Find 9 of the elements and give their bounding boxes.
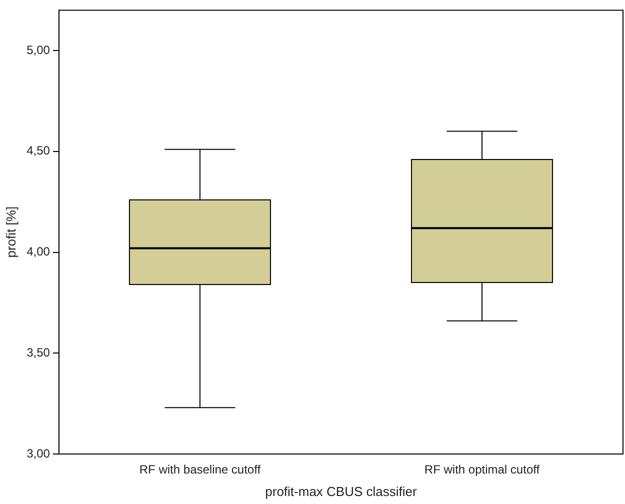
x-tick-label: RF with optimal cutoff — [424, 462, 540, 477]
y-axis-title: profit [%] — [3, 206, 18, 258]
x-tick-label: RF with baseline cutoff — [139, 462, 262, 477]
y-tick-label: 4,00 — [26, 244, 50, 259]
y-tick-label: 3,00 — [26, 446, 50, 460]
x-axis-title: profit-max CBUS classifier — [265, 484, 418, 499]
y-tick-label: 4,50 — [26, 144, 50, 158]
y-tick-label: 3,50 — [26, 345, 50, 360]
y-tick-label: 5,00 — [26, 42, 50, 57]
